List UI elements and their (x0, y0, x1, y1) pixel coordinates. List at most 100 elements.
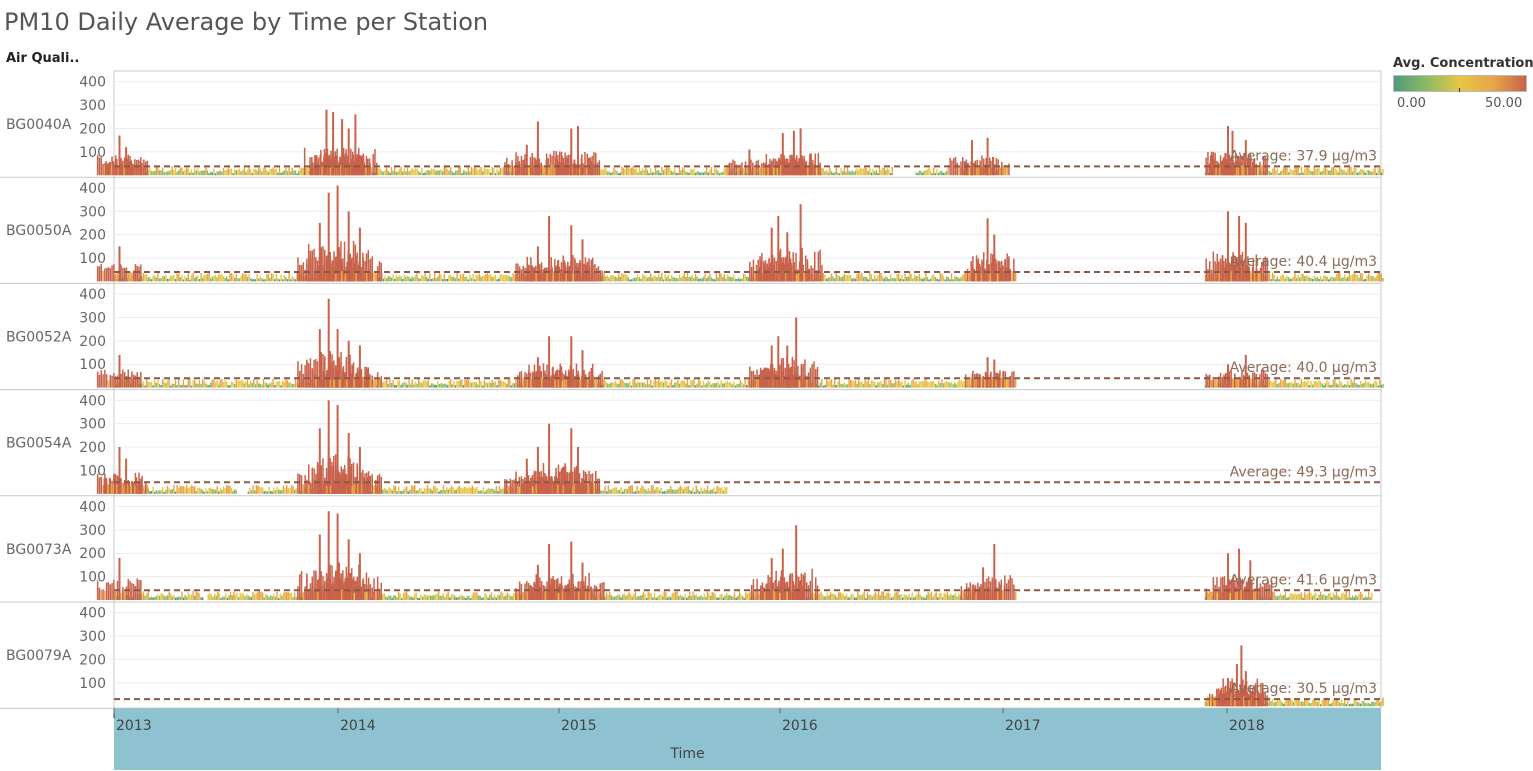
daily-bar (695, 485, 697, 494)
daily-bar (288, 272, 290, 282)
daily-bar (1294, 379, 1296, 388)
station-label-BG0052A[interactable]: BG0052A (6, 329, 72, 345)
winter-bar (316, 583, 319, 600)
daily-bar (1305, 167, 1307, 176)
winter-bar (335, 468, 337, 494)
daily-bar (194, 277, 196, 282)
daily-bar (245, 273, 247, 282)
daily-bar (609, 489, 611, 494)
daily-bar (460, 594, 462, 600)
daily-bar (479, 490, 481, 494)
daily-bar (419, 381, 421, 388)
daily-bar (186, 384, 188, 388)
station-label-BG0073A[interactable]: BG0073A (6, 542, 72, 558)
winter-bar (123, 166, 125, 176)
daily-bar (672, 276, 674, 282)
daily-bar (855, 597, 857, 600)
daily-bar (279, 490, 281, 494)
winter-bar (993, 164, 996, 176)
winter-bar (542, 269, 545, 282)
daily-bar (173, 594, 175, 600)
winter-bar (107, 267, 110, 282)
daily-bar (626, 274, 628, 282)
daily-bar (928, 279, 930, 282)
daily-bar (482, 276, 484, 282)
daily-bar (298, 171, 300, 176)
daily-bar (633, 491, 635, 494)
winter-bar (320, 571, 322, 600)
daily-bar (610, 595, 613, 600)
winter-bar (110, 165, 113, 176)
winter-bar (975, 378, 977, 388)
daily-bar (481, 490, 483, 494)
station-label-BG0054A[interactable]: BG0054A (6, 436, 72, 452)
daily-bar (1315, 278, 1317, 282)
winter-bar (591, 481, 593, 494)
daily-bar (499, 274, 501, 282)
daily-bar (667, 385, 669, 388)
daily-bar (605, 276, 607, 282)
daily-bar (942, 172, 944, 176)
daily-bar (1286, 275, 1288, 282)
daily-bar (733, 167, 735, 176)
daily-bar (711, 489, 713, 494)
daily-bar (680, 381, 682, 388)
daily-bar (426, 277, 428, 282)
station-label-BG0050A[interactable]: BG0050A (6, 223, 72, 239)
daily-bar (455, 489, 457, 494)
daily-bar (410, 384, 412, 388)
winter-bar (531, 266, 534, 282)
daily-bar (218, 274, 220, 282)
daily-bar (848, 274, 850, 282)
winter-bar (320, 465, 322, 494)
daily-bar (171, 596, 173, 600)
daily-bar (184, 487, 186, 494)
daily-bar (242, 273, 244, 282)
color-legend[interactable]: Avg. Concentration 0.00 50.00 (1393, 56, 1533, 111)
winter-bar (790, 159, 793, 176)
daily-bar (818, 593, 821, 600)
daily-bar (490, 383, 492, 388)
winter-bar (782, 358, 785, 388)
daily-bar (634, 379, 636, 388)
daily-bar (1315, 381, 1317, 388)
daily-bar (502, 166, 505, 176)
daily-bar (271, 491, 273, 494)
daily-bar (1363, 170, 1365, 176)
daily-bar (222, 382, 225, 388)
daily-bar (679, 594, 681, 600)
daily-bar (229, 592, 232, 600)
winter-bar (990, 161, 992, 176)
daily-bar (182, 486, 185, 494)
daily-bar (837, 172, 839, 176)
daily-bar (384, 380, 386, 388)
daily-bar (742, 384, 745, 388)
winter-bar (970, 261, 972, 282)
peak-bar (986, 357, 989, 388)
winter-bar (1209, 374, 1211, 388)
winter-bar (565, 378, 567, 388)
daily-bar (493, 382, 495, 388)
daily-bar (901, 597, 904, 600)
station-label-BG0040A[interactable]: BG0040A (6, 117, 72, 133)
peak-bar (118, 135, 121, 176)
row-header-label[interactable]: Air Quali.. (6, 51, 80, 66)
daily-bar (243, 274, 245, 282)
daily-bar (422, 491, 424, 494)
daily-bar (184, 275, 186, 282)
winter-bar (595, 267, 598, 282)
daily-bar (714, 279, 716, 282)
winter-bar (553, 150, 555, 176)
peak-bar (1238, 215, 1241, 282)
daily-bar (840, 383, 842, 388)
daily-bar (200, 384, 202, 388)
daily-bar (503, 596, 505, 600)
winter-bar (801, 155, 803, 176)
winter-bar (1261, 165, 1263, 176)
winter-bar (1004, 259, 1006, 282)
daily-bar (827, 381, 829, 388)
daily-bar (1308, 168, 1311, 176)
daily-bar (438, 384, 441, 388)
daily-bar (725, 167, 727, 176)
